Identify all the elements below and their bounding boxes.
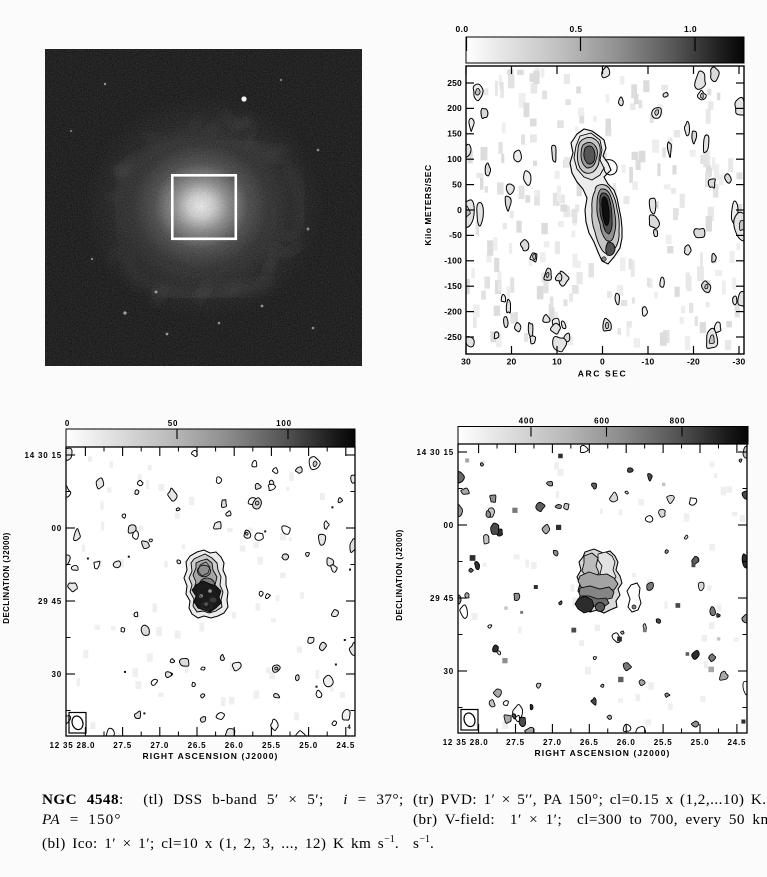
svg-text:25.5: 25.5 bbox=[654, 738, 673, 747]
svg-text:-250: -250 bbox=[444, 332, 462, 342]
svg-text:0: 0 bbox=[65, 419, 70, 428]
svg-text:24.5: 24.5 bbox=[336, 741, 355, 750]
svg-text:DECLINATION (J2000): DECLINATION (J2000) bbox=[2, 532, 11, 623]
svg-text:12 35 28.0: 12 35 28.0 bbox=[443, 738, 489, 747]
svg-text:29 45: 29 45 bbox=[38, 597, 62, 606]
svg-text:29 45: 29 45 bbox=[430, 594, 454, 603]
svg-text:0.0: 0.0 bbox=[455, 24, 468, 34]
svg-text:800: 800 bbox=[670, 417, 686, 426]
svg-text:27.0: 27.0 bbox=[150, 741, 169, 750]
svg-text:1.0: 1.0 bbox=[684, 24, 697, 34]
svg-text:4: 4 bbox=[347, 725, 351, 731]
svg-text:26.0: 26.0 bbox=[617, 738, 636, 747]
svg-text:25.5: 25.5 bbox=[262, 741, 281, 750]
svg-text:26.5: 26.5 bbox=[580, 738, 599, 747]
svg-text:50: 50 bbox=[452, 179, 462, 189]
svg-text:RIGHT ASCENSION (J2000): RIGHT ASCENSION (J2000) bbox=[535, 748, 671, 758]
svg-text:-200: -200 bbox=[444, 306, 462, 316]
svg-text:12 35 28.0: 12 35 28.0 bbox=[49, 741, 95, 750]
svg-text:30: 30 bbox=[444, 667, 455, 676]
svg-text:-100: -100 bbox=[444, 256, 462, 266]
svg-text:150: 150 bbox=[447, 129, 462, 139]
svg-text:0: 0 bbox=[600, 357, 605, 367]
svg-text:-150: -150 bbox=[444, 281, 462, 291]
svg-text:-20: -20 bbox=[687, 357, 700, 367]
svg-text:100: 100 bbox=[276, 419, 292, 428]
svg-text:25.0: 25.0 bbox=[299, 741, 318, 750]
svg-text:100: 100 bbox=[447, 154, 462, 164]
svg-text:30: 30 bbox=[52, 670, 63, 679]
svg-text:ARC SEC: ARC SEC bbox=[578, 369, 627, 379]
svg-text:400: 400 bbox=[519, 417, 535, 426]
svg-text:27.0: 27.0 bbox=[543, 738, 562, 747]
svg-text:Kilo METERS/SEC: Kilo METERS/SEC bbox=[423, 164, 433, 245]
svg-text:26.5: 26.5 bbox=[188, 741, 207, 750]
svg-text:600: 600 bbox=[594, 417, 610, 426]
svg-text:14 30 15: 14 30 15 bbox=[416, 448, 454, 457]
svg-text:30: 30 bbox=[461, 357, 471, 367]
svg-text:-50: -50 bbox=[449, 230, 462, 240]
svg-text:-30: -30 bbox=[733, 357, 746, 367]
svg-text:0: 0 bbox=[457, 205, 462, 215]
svg-text:50: 50 bbox=[168, 419, 179, 428]
svg-text:26.0: 26.0 bbox=[225, 741, 244, 750]
svg-text:-10: -10 bbox=[642, 357, 655, 367]
svg-text:24.5: 24.5 bbox=[728, 738, 747, 747]
svg-text:27.5: 27.5 bbox=[113, 741, 132, 750]
svg-text:27.5: 27.5 bbox=[506, 738, 525, 747]
svg-text:25.0: 25.0 bbox=[691, 738, 710, 747]
svg-text:0.5: 0.5 bbox=[569, 24, 582, 34]
svg-text:20: 20 bbox=[507, 357, 517, 367]
svg-text:10: 10 bbox=[552, 357, 562, 367]
svg-text:DECLINATION (J2000): DECLINATION (J2000) bbox=[395, 529, 404, 620]
svg-text:200: 200 bbox=[447, 103, 462, 113]
svg-text:250: 250 bbox=[447, 78, 462, 88]
svg-text:00: 00 bbox=[52, 524, 63, 533]
svg-text:00: 00 bbox=[444, 521, 455, 530]
svg-text:14 30 15: 14 30 15 bbox=[24, 451, 62, 460]
svg-text:RIGHT ASCENSION (J2000): RIGHT ASCENSION (J2000) bbox=[143, 751, 279, 761]
